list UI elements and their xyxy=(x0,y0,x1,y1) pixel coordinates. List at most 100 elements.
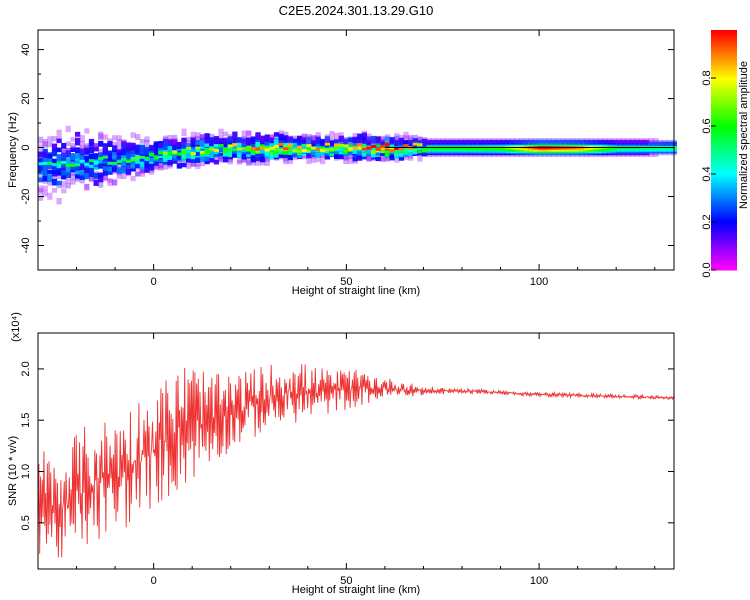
spectrogram-cell xyxy=(121,139,127,146)
spectrogram-cell xyxy=(61,146,67,154)
spectrogram-cell xyxy=(204,144,210,152)
spectrogram-cell xyxy=(162,144,169,151)
spectrogram-cell xyxy=(306,157,312,165)
spectrogram-cell xyxy=(61,164,67,171)
spectrogram-cell xyxy=(653,138,659,143)
spectrogram-cell xyxy=(51,169,58,174)
snr-y-tick-label: 0.5 xyxy=(20,515,32,530)
spectrogram-cell xyxy=(334,139,340,146)
spectrogram-ridge-cell xyxy=(158,151,164,155)
spectrogram-cell xyxy=(75,175,81,182)
spectrogram-cell xyxy=(190,151,196,160)
spectrogram-cell xyxy=(51,158,58,165)
spectrogram-cell xyxy=(186,136,192,142)
spectrogram-cell xyxy=(204,142,210,147)
spectrogram-cell xyxy=(250,159,256,166)
spectrogram-cell xyxy=(135,133,141,141)
spectrogram-cell xyxy=(343,157,349,165)
spectrogram-cell xyxy=(260,137,266,143)
spectrogram-cell xyxy=(565,138,571,143)
spectrogram-cell xyxy=(84,183,90,191)
spectrogram-ridge-cell xyxy=(144,156,150,160)
spectrogram-cell xyxy=(116,135,122,141)
spectrogram-cell xyxy=(500,139,506,145)
spectrogram-cell xyxy=(172,139,178,146)
spectrogram-cell xyxy=(75,173,81,179)
spectrogram-cell xyxy=(574,138,580,143)
spectrogram-cell xyxy=(51,143,58,150)
colorbar-step xyxy=(711,202,737,205)
spectrogram-ridge-cell xyxy=(149,153,155,157)
spectrogram-cell xyxy=(264,158,270,166)
colorbar-step xyxy=(711,206,737,209)
colorbar-step xyxy=(711,220,737,223)
spectrogram-cell xyxy=(431,139,437,145)
spectrogram-cell xyxy=(375,137,381,145)
spectrogram-cell xyxy=(158,164,164,170)
spectrogram-cell xyxy=(130,154,136,161)
spectrogram-cell xyxy=(315,154,321,163)
spectrogram-cell xyxy=(79,145,85,153)
spectrogram-cell xyxy=(153,163,159,169)
spectrogram-ridge-cell xyxy=(38,162,44,166)
spectrogram-cell xyxy=(643,139,650,145)
spectrogram-cell xyxy=(417,139,423,147)
spectrogram-cell xyxy=(310,135,317,141)
spectrogram-cell xyxy=(112,149,118,155)
spectrogram-ridge-cell xyxy=(338,143,344,147)
spectrogram-ridge-cell xyxy=(384,142,391,146)
spectrogram-cell xyxy=(223,138,229,145)
spectrogram-cell xyxy=(167,139,173,146)
spectrogram-cell xyxy=(246,130,252,138)
spectrogram-cell xyxy=(42,163,48,170)
colorbar-step xyxy=(711,150,737,153)
spectrogram-cell xyxy=(135,144,141,152)
spectrogram-cell xyxy=(357,138,363,145)
colorbar-step xyxy=(711,178,737,181)
spectrogram-cell xyxy=(172,138,178,145)
spectrogram-cell xyxy=(310,140,317,148)
colorbar-step xyxy=(711,166,737,169)
spectrogram-cell xyxy=(93,146,99,152)
spectrogram-cell xyxy=(532,138,539,143)
spectrogram-cell xyxy=(116,171,122,179)
spectrogram-cell xyxy=(93,143,99,151)
spectrogram-cell xyxy=(56,154,62,161)
spectrogram-cell xyxy=(121,139,127,147)
spectrogram-cell xyxy=(116,152,122,159)
spectrogram-cell xyxy=(158,145,164,151)
spectrogram-cell xyxy=(102,171,108,176)
spectrogram-ridge-cell xyxy=(310,146,317,150)
spectrogram-cell xyxy=(176,158,182,166)
spectrogram-cell xyxy=(125,152,132,160)
spectrogram-cell xyxy=(213,136,219,144)
spectrogram-cell xyxy=(445,139,451,145)
colorbar-step xyxy=(711,90,737,93)
spectrogram-cell xyxy=(195,139,201,145)
spectrogram-cell xyxy=(195,160,201,167)
colorbar-step xyxy=(711,100,737,103)
spectrogram-cell xyxy=(394,158,400,163)
spectrogram-cell xyxy=(56,138,62,144)
spectrogram-cell xyxy=(116,163,122,168)
spectrogram-cell xyxy=(56,198,62,205)
spectrogram-cell xyxy=(528,139,534,145)
spectrogram-cell xyxy=(375,138,381,144)
spectrogram-cell xyxy=(167,163,173,169)
spectrogram-cell xyxy=(329,131,335,139)
colorbar-step xyxy=(711,168,737,171)
spectrogram-cell xyxy=(408,134,414,142)
spectrogram-cell xyxy=(98,172,104,178)
colorbar-step xyxy=(711,254,737,257)
spectrogram-cell xyxy=(579,138,585,143)
spectrogram-cell xyxy=(135,171,141,177)
spectrogram-cell xyxy=(241,136,247,145)
spectrogram-cell xyxy=(246,157,252,165)
spectrogram-cell xyxy=(144,167,150,173)
spectrogram-cell xyxy=(130,175,136,182)
spectrogram-ridge-cell xyxy=(61,160,67,164)
spectrogram-ridge-cell xyxy=(130,158,136,162)
spectrogram-cell xyxy=(130,152,136,158)
spectrogram-cell xyxy=(88,175,95,182)
spectrogram-cell xyxy=(454,139,460,145)
